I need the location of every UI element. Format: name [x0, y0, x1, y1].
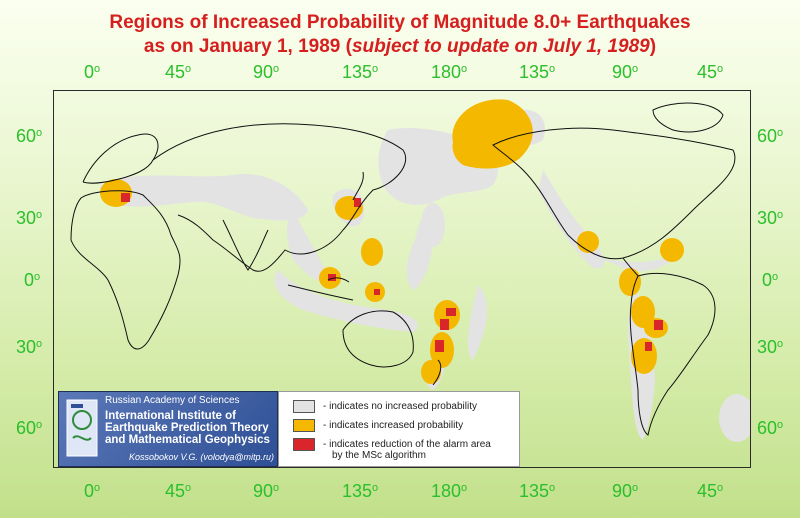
lon-bottom-label: 135o — [342, 481, 379, 501]
lat-right-label: 30o — [757, 208, 784, 228]
lat-left-label: 0o — [24, 270, 41, 290]
map-title-line2: as on January 1, 1989 (subject to update… — [0, 35, 800, 59]
australia-coast — [342, 310, 414, 368]
map-legend: - indicates no increased probability - i… — [278, 391, 520, 467]
africa-coast — [70, 190, 181, 350]
lat-left-label: 60o — [16, 418, 43, 438]
reduction-zones — [121, 193, 663, 352]
lon-bottom-label: 90o — [612, 481, 639, 501]
map-frame — [53, 90, 751, 468]
lon-bottom-label: 45o — [165, 481, 192, 501]
lon-top-label: 180o — [431, 62, 468, 82]
lat-right-label: 0o — [762, 270, 779, 290]
lat-left-label: 60o — [16, 126, 43, 146]
north-america-coast — [492, 127, 736, 260]
academy-label: Russian Academy of Sciences — [105, 395, 240, 406]
lat-left-label: 30o — [16, 208, 43, 228]
legend-swatch-red — [293, 438, 315, 451]
lon-bottom-label: 90o — [253, 481, 280, 501]
institute-logo-icon — [66, 399, 98, 457]
india-coast — [222, 219, 269, 271]
asia-coast — [152, 123, 407, 272]
lat-right-label: 60o — [757, 126, 784, 146]
lon-bottom-label: 135o — [519, 481, 556, 501]
legend-swatch-yellow — [293, 419, 315, 432]
south-america-coast — [629, 272, 716, 436]
lon-bottom-label: 0o — [84, 481, 101, 501]
lon-top-label: 0o — [84, 62, 101, 82]
legend-swatch-gray — [293, 400, 315, 413]
legend-label: - indicates no increased probability — [323, 401, 477, 412]
japan-coast — [352, 171, 364, 201]
increased-probability-zones — [100, 99, 684, 384]
indonesia-coast — [287, 277, 354, 301]
author-credit: Kossobokov V.G. (volodya@mitp.ru) — [129, 452, 275, 462]
greenland-coast — [652, 102, 724, 133]
lon-bottom-label: 180o — [431, 481, 468, 501]
lon-bottom-label: 45o — [697, 481, 724, 501]
lon-top-label: 135o — [342, 62, 379, 82]
lon-top-label: 135o — [519, 62, 556, 82]
title-line2-prefix: as on January 1, 1989 ( — [143, 36, 352, 57]
central-america-coast — [622, 257, 639, 277]
legend-label: - indicates reduction of the alarm area … — [323, 439, 491, 461]
nz-coast — [432, 359, 442, 386]
lon-top-label: 90o — [612, 62, 639, 82]
lat-right-label: 30o — [757, 337, 784, 357]
title-line2-italic: subject to update on July 1, 1989 — [351, 36, 650, 57]
map-title-line1: Regions of Increased Probability of Magn… — [109, 12, 691, 33]
coastlines — [70, 102, 736, 436]
lon-top-label: 45o — [165, 62, 192, 82]
lon-top-label: 45o — [697, 62, 724, 82]
institute-name: International Institute of Earthquake Pr… — [105, 410, 270, 446]
title-line2-suffix: ) — [649, 36, 657, 57]
lat-left-label: 30o — [16, 337, 43, 357]
lon-top-label: 90o — [253, 62, 280, 82]
institute-info-box: Russian Academy of Sciences Internationa… — [58, 391, 278, 467]
lat-right-label: 60o — [757, 418, 784, 438]
legend-label: - indicates increased probability — [323, 420, 464, 431]
world-map — [70, 99, 751, 442]
